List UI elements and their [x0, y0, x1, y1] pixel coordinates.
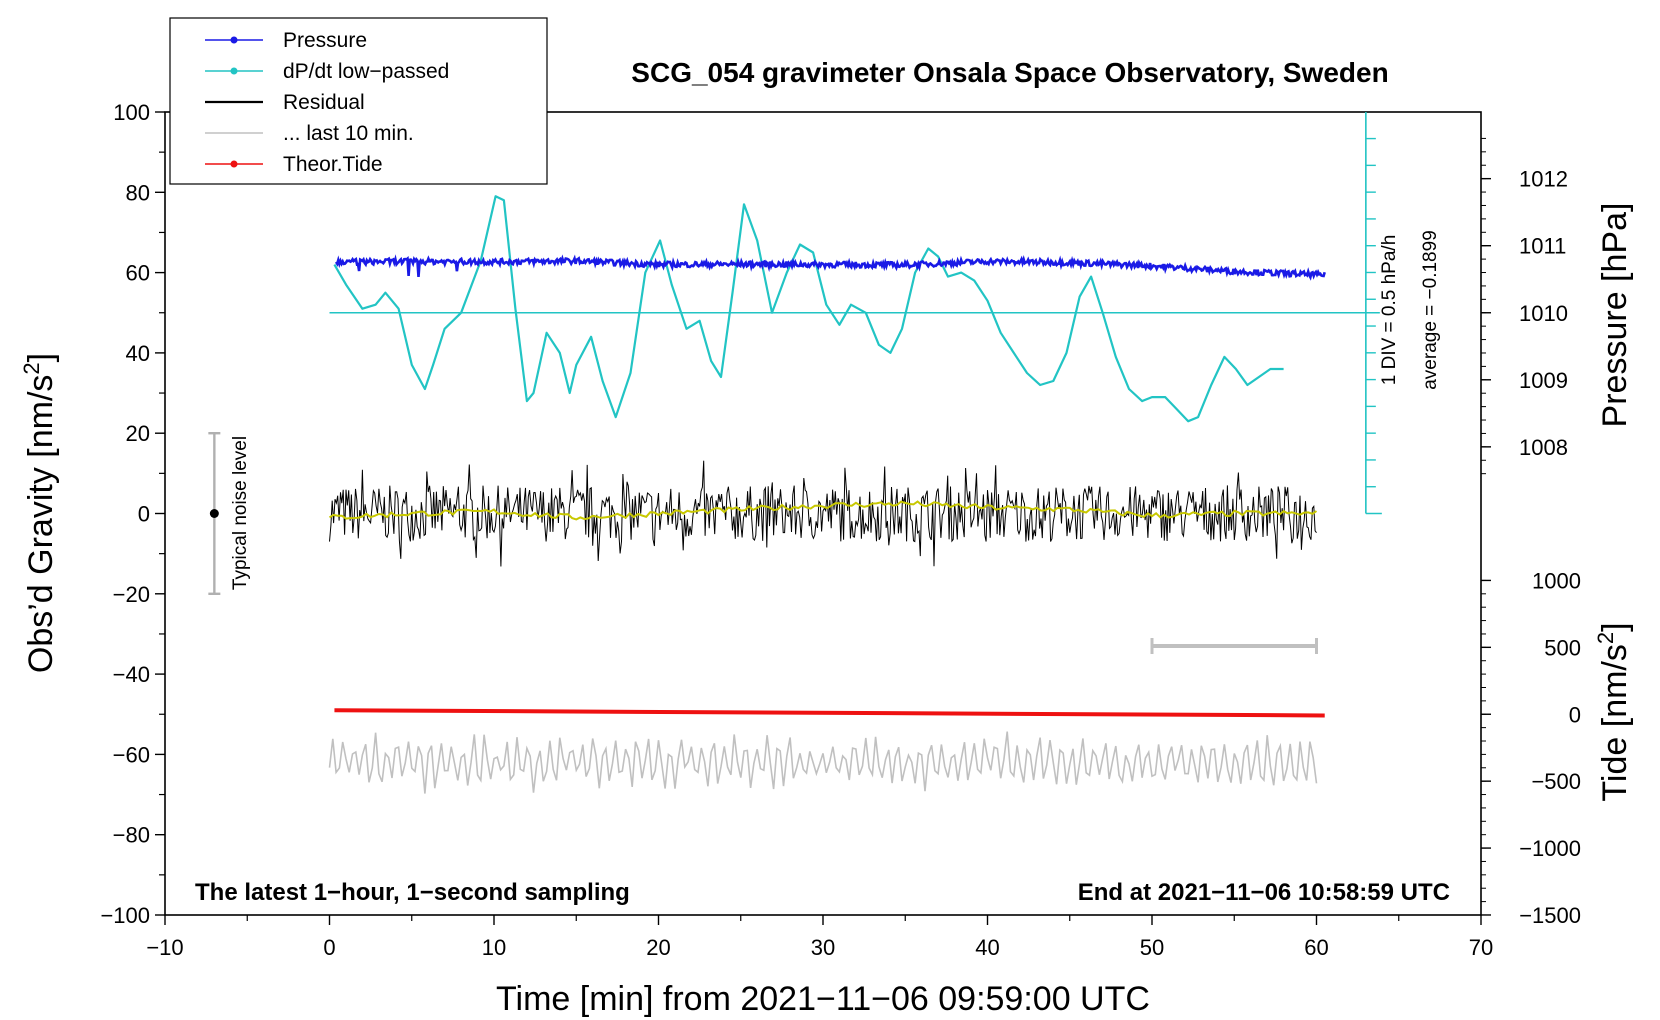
y-tick-label: −100 — [100, 903, 150, 928]
legend-label: Residual — [283, 91, 365, 114]
x-tick-label: 20 — [646, 935, 670, 960]
y-axis-tide-title: Tide [nm/s2] — [1593, 622, 1634, 801]
legend-marker — [230, 160, 238, 168]
y-tick-label: 20 — [126, 421, 150, 446]
series-layer — [328, 195, 1326, 794]
legend-marker — [230, 67, 238, 75]
x-tick-label: 10 — [482, 935, 506, 960]
legend-label: ... last 10 min. — [283, 122, 414, 145]
residual-line — [329, 460, 1317, 567]
y-tick-label: −80 — [113, 823, 150, 848]
tide-tick-label: −1500 — [1519, 903, 1581, 928]
y-axis-left-title: Obs’d Gravity [nm/s2] — [19, 353, 60, 673]
x-tick-label: 30 — [811, 935, 835, 960]
legend-label: dP/dt low−passed — [283, 60, 449, 83]
pressure-tick-label: 1010 — [1519, 301, 1568, 326]
tide-tick-label: 1000 — [1532, 568, 1581, 593]
y-axis-gravity: 100 80 60 40 20 0 −20 −40 −60 −80 −100 — [100, 100, 165, 928]
legend-label: Theor.Tide — [283, 153, 383, 176]
residual-smooth-line — [328, 500, 1318, 521]
x-tick-label: 60 — [1304, 935, 1328, 960]
x-tick-label: 40 — [975, 935, 999, 960]
note-end-time: End at 2021−11−06 10:58:59 UTC — [1078, 879, 1450, 906]
dpdt-average-label: average = −0.1899 — [1420, 230, 1441, 390]
y-tick-label: −40 — [113, 662, 150, 687]
note-sampling: The latest 1−hour, 1−second sampling — [195, 879, 630, 906]
x-tick-label: −10 — [146, 935, 183, 960]
y-axis-pressure-title: Pressure [hPa] — [1596, 203, 1634, 428]
tide-tick-label: −1000 — [1519, 836, 1581, 861]
legend-label: Pressure — [283, 29, 367, 52]
x-tick-label: 50 — [1140, 935, 1164, 960]
x-tick-label: 70 — [1469, 935, 1493, 960]
pressure-tick-label: 1009 — [1519, 368, 1568, 393]
tide-tick-label: 500 — [1544, 635, 1581, 660]
noise-bar-dot — [209, 509, 219, 518]
noise-bar-label: Typical noise level — [230, 436, 251, 590]
y-tick-label: 80 — [126, 180, 150, 205]
x-axis-title: Time [min] from 2021−11−06 09:59:00 UTC — [496, 980, 1150, 1018]
y-axis-tide: 1000 500 0 −500 −1000 −1500 — [1481, 568, 1581, 928]
dpdt-div-label: 1 DIV = 0.5 hPa/h — [1379, 235, 1400, 386]
y-tick-label: 0 — [138, 502, 150, 527]
pressure-tick-label: 1011 — [1519, 234, 1566, 259]
pressure-line — [334, 254, 1326, 281]
y-tick-label: 60 — [126, 261, 150, 286]
last10-trace-line — [328, 731, 1318, 794]
x-tick-label: 0 — [323, 935, 335, 960]
y-axis-pressure: 1012 1011 1010 1009 1008 — [1481, 137, 1568, 475]
y-tick-label: −20 — [113, 582, 150, 607]
legend-marker — [230, 36, 238, 44]
chart-title: SCG_054 gravimeter Onsala Space Observat… — [631, 57, 1388, 88]
dpdt-line — [333, 195, 1284, 423]
tide-tick-label: 0 — [1569, 702, 1581, 727]
y-tick-label: 100 — [113, 100, 150, 125]
y-tick-label: 40 — [126, 341, 150, 366]
tide-line — [334, 708, 1325, 718]
y-tick-label: −60 — [113, 742, 150, 767]
x-axis: −10 0 10 20 30 40 50 60 70 — [146, 915, 1493, 960]
legend: Pressure dP/dt low−passed Residual ... last… — [169, 17, 548, 185]
tide-tick-label: −500 — [1531, 769, 1581, 794]
pressure-tick-label: 1012 — [1519, 167, 1568, 192]
annotations-layer: 1 DIV = 0.5 hPa/h average = −0.1899 Typica… — [208, 112, 1441, 654]
pressure-tick-label: 1008 — [1519, 435, 1568, 460]
